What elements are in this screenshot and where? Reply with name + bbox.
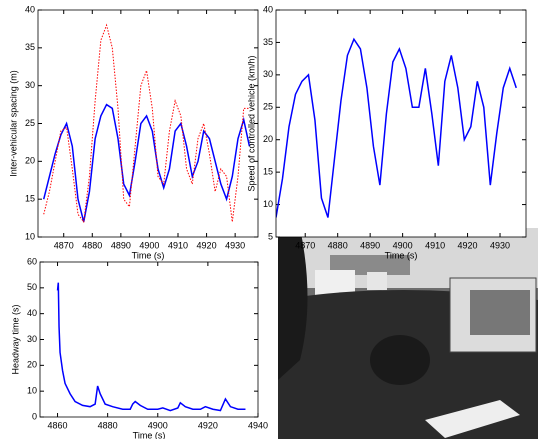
x-tick-label: 4940 [248,420,268,430]
photo [278,228,538,439]
y-tick-label: 0 [32,411,37,421]
plot-frame [275,9,527,238]
plot-lines [276,37,517,218]
x-tick-label: 4890 [111,240,131,250]
plot-area [38,10,258,237]
photo-steering [370,335,430,385]
x-tick-label: 4870 [54,240,74,250]
y-tick-label: 40 [27,308,37,318]
x-tick-label: 4930 [490,240,510,250]
x-axis-label: Time (s) [385,250,418,260]
x-tick-label: 4920 [458,240,478,250]
series-line [42,103,251,223]
x-tick-label: 4880 [98,420,118,430]
x-tick-label: 4920 [198,420,218,430]
plot-frame [37,9,259,238]
chart: 4860 4880 4900 4920 4940 0 10 20 30 40 50 60 Time (s… [10,256,268,439]
y-tick-label: 50 [27,282,37,292]
y-tick-label: 35 [25,42,35,52]
y-axis-label: Headway time (s) [10,304,20,374]
chart: 4870 4880 4890 4900 4910 4920 4930 5 10 15 20 25 30 3… [246,4,527,260]
x-tick-label: 4880 [82,240,102,250]
x-tick-label: 4920 [197,240,217,250]
y-tick-label: 15 [263,167,273,177]
series-line [276,37,517,218]
y-tick-label: 20 [27,360,37,370]
y-tick-label: 20 [263,134,273,144]
y-tick-label: 20 [25,156,35,166]
plot-area [40,262,258,417]
y-tick-label: 10 [27,386,37,396]
photo-car [367,272,387,290]
y-tick-label: 10 [263,199,273,209]
plot-frame [39,261,259,418]
y-tick-label: 40 [25,4,35,14]
y-tick-label: 30 [27,334,37,344]
plot-area [276,10,526,237]
x-tick-label: 4930 [225,240,245,250]
x-tick-label: 4910 [168,240,188,250]
plot-lines [42,23,251,224]
x-tick-label: 4910 [425,240,445,250]
y-tick-label: 15 [25,194,35,204]
photo-laptop-window [470,290,530,335]
y-tick-label: 60 [27,256,37,266]
y-axis-label: Inter-vehicular spacing (m) [8,70,18,177]
x-axis-label: Time (s) [132,250,165,260]
y-tick-label: 5 [268,231,273,241]
photo-keyboard [425,400,520,438]
x-tick-label: 4870 [295,240,315,250]
x-tick-label: 4900 [393,240,413,250]
y-tick-label: 30 [263,69,273,79]
photo-car [315,270,355,296]
plot-lines [56,282,246,412]
x-tick-label: 4860 [48,420,68,430]
y-tick-label: 35 [263,37,273,47]
x-tick-label: 4890 [360,240,380,250]
photo-driver [278,228,308,380]
y-tick-label: 30 [25,80,35,90]
series-line [56,282,246,412]
x-tick-label: 4900 [148,420,168,430]
chart: 4870 4880 4890 4900 4910 4920 4930 10 15 20 25 30 35… [8,4,259,260]
y-axis-label: Speed of controlled vehicle (km/h) [246,55,256,191]
y-tick-label: 25 [263,102,273,112]
y-tick-label: 40 [263,4,273,14]
x-axis-label: Time (s) [133,430,166,439]
y-tick-label: 10 [25,231,35,241]
x-tick-label: 4880 [328,240,348,250]
y-tick-label: 25 [25,118,35,128]
x-tick-label: 4900 [139,240,159,250]
